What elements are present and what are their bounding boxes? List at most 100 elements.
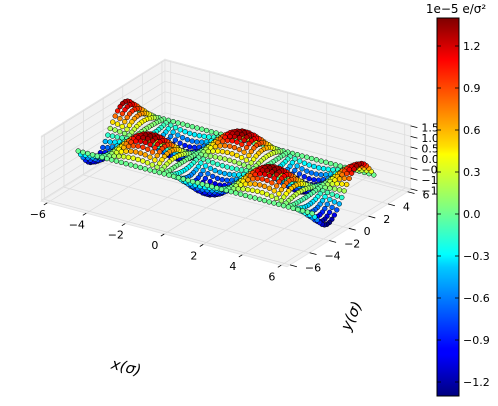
y-axis-tick bbox=[309, 252, 317, 255]
colorbar-tick-label: −0.9 bbox=[463, 334, 490, 347]
scatter-point bbox=[249, 187, 256, 193]
scatter-point bbox=[351, 166, 357, 172]
scatter-point bbox=[229, 151, 235, 157]
scatter-point bbox=[254, 188, 261, 194]
scatter-point bbox=[137, 138, 144, 144]
scatter-point bbox=[259, 176, 265, 182]
scatter-point bbox=[200, 156, 206, 162]
scatter-point bbox=[212, 143, 219, 150]
y-tick-label: 4 bbox=[403, 201, 410, 214]
z-axis-tick bbox=[410, 135, 418, 139]
scatter-point bbox=[336, 201, 342, 207]
scatter-point bbox=[210, 160, 216, 166]
scatter-point bbox=[126, 122, 133, 128]
scatter-point bbox=[245, 186, 251, 193]
scatter-point bbox=[285, 204, 292, 210]
scatter-point bbox=[218, 186, 225, 192]
scatter-point bbox=[205, 158, 211, 164]
x-axis-tick bbox=[82, 212, 87, 216]
x-tick-label: 0 bbox=[151, 239, 158, 252]
x-axis-tick bbox=[277, 264, 282, 268]
scatter-point bbox=[156, 160, 163, 166]
y-tick-label: 2 bbox=[383, 213, 390, 226]
x-tick-label: −2 bbox=[108, 229, 124, 242]
y-axis-label-text: y(σ) bbox=[337, 298, 366, 334]
scatter-point bbox=[231, 144, 238, 151]
x-axis-label: x(σ) bbox=[108, 355, 143, 380]
scatter-point bbox=[123, 148, 129, 154]
scatter-point bbox=[170, 129, 176, 135]
scatter-point bbox=[262, 171, 268, 177]
scatter-point bbox=[116, 153, 122, 159]
scatter-point bbox=[125, 154, 132, 160]
scatter-point bbox=[137, 164, 143, 171]
scatter-point bbox=[308, 170, 315, 176]
scatter-point bbox=[219, 148, 226, 155]
scatter-point bbox=[234, 166, 240, 172]
colorbar-tick-label: −1.2 bbox=[463, 376, 490, 389]
scatter-point bbox=[250, 156, 257, 162]
scatter-point bbox=[328, 160, 334, 167]
scatter-point bbox=[214, 175, 221, 182]
scatter-point bbox=[119, 123, 125, 130]
scatter-point bbox=[295, 206, 301, 213]
scatter-point bbox=[220, 138, 226, 144]
scatter-point bbox=[151, 168, 158, 174]
x-tick-label: −6 bbox=[30, 208, 46, 221]
scatter-point bbox=[238, 154, 245, 161]
scatter-point bbox=[278, 198, 284, 204]
scatter-point bbox=[113, 158, 120, 164]
scatter-point bbox=[219, 177, 225, 183]
scatter-point bbox=[311, 177, 317, 183]
scatter-point bbox=[187, 144, 193, 150]
scatter-point bbox=[304, 209, 311, 215]
scatter-point bbox=[316, 165, 322, 171]
scatter-point bbox=[117, 115, 123, 122]
scatter-point bbox=[236, 160, 242, 166]
scatter-point bbox=[105, 132, 111, 138]
scatter-point bbox=[177, 127, 183, 133]
scatter-point bbox=[223, 187, 229, 194]
scatter-point bbox=[252, 181, 258, 187]
scatter-point bbox=[339, 194, 345, 201]
x-tick-label: 4 bbox=[229, 260, 236, 273]
scatter-point bbox=[137, 150, 144, 156]
scatter-point bbox=[273, 195, 280, 202]
scatter-point bbox=[140, 144, 146, 150]
scatter-point bbox=[329, 191, 335, 197]
scatter-point bbox=[184, 137, 191, 143]
scatter-point bbox=[254, 175, 261, 182]
scatter-point bbox=[331, 199, 338, 205]
scatter-point bbox=[203, 127, 210, 134]
scatter-point bbox=[329, 181, 336, 187]
grid-line-z bbox=[41, 80, 411, 159]
colorbar-tick-label: −0.6 bbox=[463, 292, 490, 305]
scatter-point bbox=[114, 108, 121, 114]
scatter-point bbox=[276, 201, 282, 208]
scatter-point bbox=[182, 129, 188, 135]
scatter-point bbox=[304, 154, 310, 160]
scatter-point bbox=[147, 154, 153, 160]
y-tick-label: 0 bbox=[364, 225, 371, 238]
scatter-point bbox=[154, 164, 160, 170]
scatter-point bbox=[324, 201, 330, 207]
scatter-point bbox=[152, 157, 158, 163]
scatter-point bbox=[104, 155, 110, 162]
scatter-point bbox=[217, 169, 223, 175]
y-axis-tick bbox=[329, 240, 337, 243]
scatter-point bbox=[145, 136, 151, 142]
scatter-point bbox=[224, 177, 230, 183]
scatter-point bbox=[114, 121, 121, 127]
scatter-point bbox=[147, 167, 153, 173]
scatter-point bbox=[185, 177, 191, 183]
scatter-point bbox=[114, 134, 120, 140]
scatter-point bbox=[191, 132, 198, 138]
scatter-point bbox=[289, 160, 296, 166]
scatter-point bbox=[167, 133, 174, 140]
scatter-point bbox=[320, 166, 327, 172]
scatter-point bbox=[264, 191, 270, 197]
scatter-point bbox=[189, 124, 195, 130]
scatter-point bbox=[210, 148, 216, 154]
scatter-point bbox=[269, 180, 275, 186]
